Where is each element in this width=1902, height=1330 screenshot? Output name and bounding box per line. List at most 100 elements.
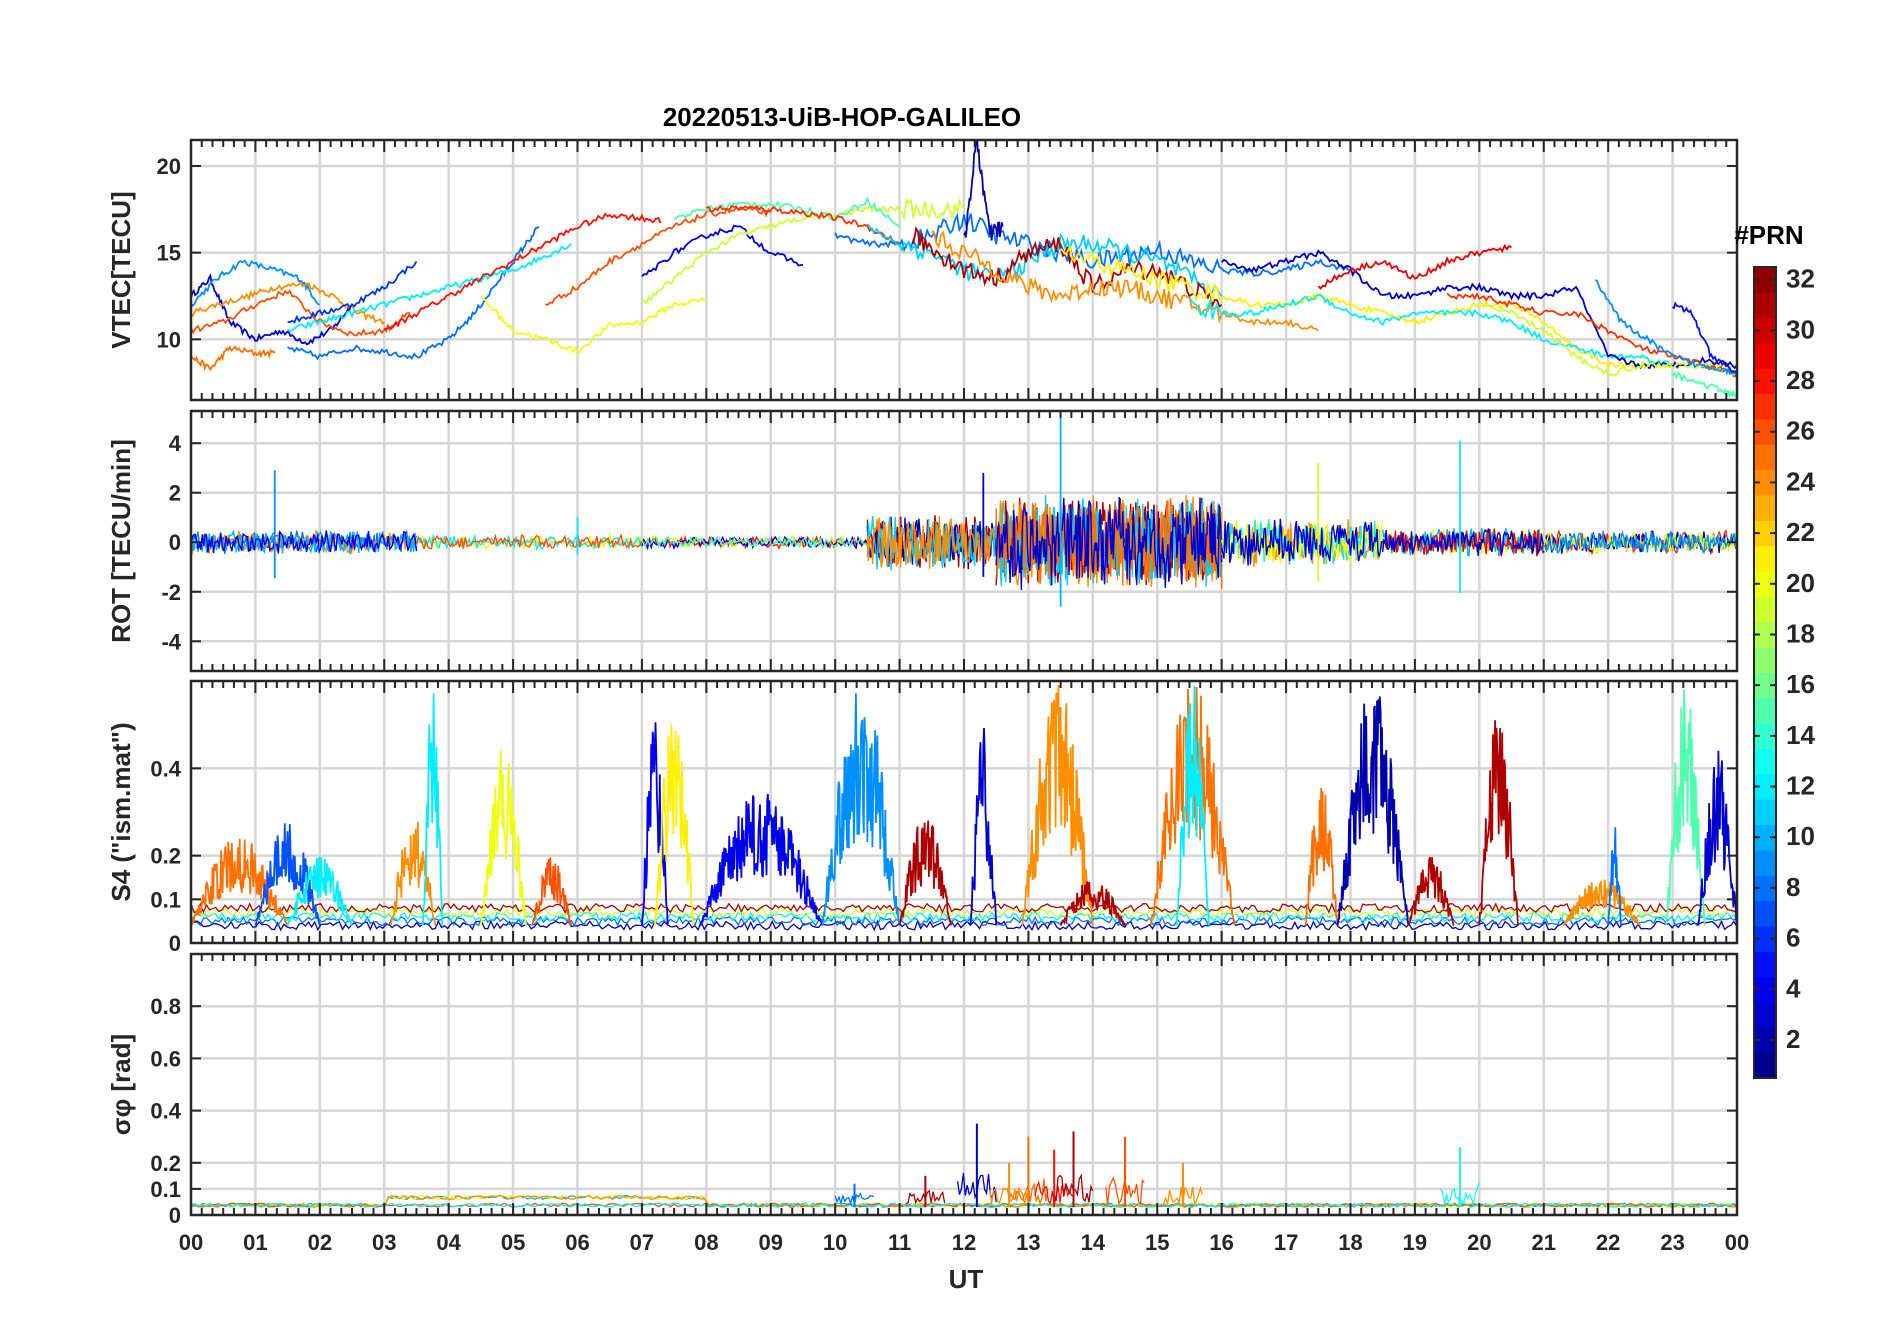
x-tick-label: 07 [630, 1230, 654, 1255]
colorbar-segment [1754, 875, 1776, 902]
rot-trace-prn-4-0 [191, 529, 418, 555]
vtec-series-prn-20-9 [480, 295, 707, 355]
rot-trace-prn-29-6 [1382, 528, 1545, 557]
colorbar-segment [1754, 419, 1776, 445]
y-tick-label: 0 [169, 530, 181, 555]
vtec-series-prn-19-12 [641, 197, 965, 305]
vtec-series-prn-3-22 [1221, 249, 1737, 370]
x-tick-label: 03 [372, 1230, 396, 1255]
vtec-series-prn-15-13 [673, 195, 901, 228]
y-tick-label: -4 [161, 629, 181, 654]
y-axis-label-vtec: VTEC[TECU] [106, 191, 136, 348]
panel-s4: 0 0.1 0.2 0.4 S4 ("ism.mat") [106, 679, 1739, 956]
s4-burst-prn-25-17 [1304, 787, 1339, 926]
vtec-series-prn-24-3 [191, 281, 385, 326]
vtec-series-prn-29-23 [1317, 243, 1512, 290]
s4-burst-prn-25-0 [191, 838, 289, 927]
colorbar-segment [1754, 317, 1776, 344]
vtec-series-prn-5-27 [1672, 301, 1737, 375]
colorbar-tick-label: 20 [1786, 568, 1815, 598]
colorbar-segment [1754, 292, 1776, 319]
rot-trace-prn-12-1 [415, 533, 643, 552]
colorbar-tick-label: 16 [1786, 669, 1815, 699]
s4-burst-prn-24-3 [389, 821, 437, 926]
x-tick-label: 00 [179, 1230, 203, 1255]
colorbar-segment [1754, 343, 1776, 369]
x-tick-label: 12 [952, 1230, 976, 1255]
x-tick-label: 14 [1081, 1230, 1106, 1255]
chart-title: 20220513-UiB-HOP-GALILEO [663, 102, 1021, 132]
y-axis-label-rot: ROT [TECU/min] [106, 439, 136, 643]
colorbar-segment [1754, 267, 1776, 293]
s4-burst-prn-3-24 [1697, 750, 1737, 926]
y-tick-label: 10 [157, 327, 181, 352]
s4-burst-prn-3-12 [969, 727, 998, 926]
vtec-series-prn-28-8 [383, 212, 662, 331]
vtec-series-prn-11-16 [866, 223, 1223, 298]
x-tick-label: 22 [1596, 1230, 1620, 1255]
vtec-series-prn-8-5 [287, 225, 540, 361]
colorbar-tick-label: 4 [1786, 973, 1801, 1003]
x-ticks-s4 [190, 681, 1738, 943]
x-tick-label: 17 [1274, 1230, 1298, 1255]
y-tick-label: 2 [169, 481, 181, 506]
x-tick-label: 05 [501, 1230, 525, 1255]
s4-burst-prn-31-14 [1059, 881, 1126, 927]
s4-burst-prn-24-21 [1562, 879, 1642, 927]
x-tick-label: 16 [1209, 1230, 1233, 1255]
x-tick-label: 09 [759, 1230, 783, 1255]
y-tick-label: 4 [169, 431, 182, 456]
y-tick-label: 0 [169, 1203, 181, 1228]
colorbar-segment [1754, 951, 1776, 978]
rot-trace-prn-3-6 [1382, 528, 1545, 556]
colorbar-segment [1754, 824, 1776, 851]
y-tick-label: 20 [157, 154, 181, 179]
panel-vtec: 10 15 20 VTEC[TECU] [106, 138, 1739, 402]
y-tick-label: 0 [169, 931, 181, 956]
colorbar-segment [1754, 976, 1776, 1003]
s4-burst-prn-24-13 [1021, 685, 1094, 926]
y-tick-label: 0.1 [150, 887, 181, 912]
vtec-series-prn-25-2 [191, 345, 276, 372]
colorbar-segment [1754, 1052, 1776, 1079]
colorbar-segment [1754, 900, 1776, 927]
colorbar-segment [1754, 621, 1776, 648]
rot-trace-prn-26-1 [415, 533, 643, 550]
colorbar-segment [1754, 571, 1776, 597]
vtec-series-prn-2-19 [963, 140, 1004, 241]
y-tick-label: 0.2 [150, 844, 181, 869]
colorbar-segment [1754, 849, 1776, 876]
x-tick-label: 02 [308, 1230, 332, 1255]
y-tick-label: 0.6 [150, 1046, 181, 1071]
s4-baseline-prn-19 [191, 906, 1737, 918]
y-tick-label: 0.8 [150, 994, 181, 1019]
s4-burst-prn-9-10 [821, 693, 901, 926]
vtec-series-prn-3-0 [191, 273, 353, 346]
vtec-series-prn-12-6 [287, 243, 572, 333]
colorbar-tick-label: 30 [1786, 314, 1815, 344]
vtec-series-prn-4-11 [641, 224, 804, 277]
sigma-cluster-prn-8 [834, 1192, 874, 1207]
rot-trace-prn-15-2 [641, 534, 869, 550]
x-tick-label: 15 [1145, 1230, 1169, 1255]
colorbar-segment [1754, 723, 1776, 750]
vtec-series-prn-27-14 [705, 204, 901, 246]
s4-burst-prn-26-6 [531, 857, 572, 926]
colorbar-segment [1754, 748, 1776, 775]
colorbar-segment [1754, 1027, 1776, 1054]
s4-burst-prn-2-18 [1336, 696, 1410, 926]
colorbar-segment [1754, 773, 1776, 800]
colorbar-segment [1754, 520, 1776, 547]
s4-burst-prn-8-22 [1607, 827, 1622, 926]
colorbar-tick-label: 12 [1786, 771, 1815, 801]
rot-trace-prn-24-3 [866, 516, 997, 569]
x-tick-label: 00 [1725, 1230, 1749, 1255]
x-tick-label: 19 [1403, 1230, 1427, 1255]
data-vtec [191, 140, 1737, 399]
colorbar-segment [1754, 647, 1776, 673]
colorbar-segment [1754, 368, 1776, 395]
sigma-cluster-prn-3 [956, 1173, 997, 1203]
colorbar-frame [1753, 266, 1777, 1079]
